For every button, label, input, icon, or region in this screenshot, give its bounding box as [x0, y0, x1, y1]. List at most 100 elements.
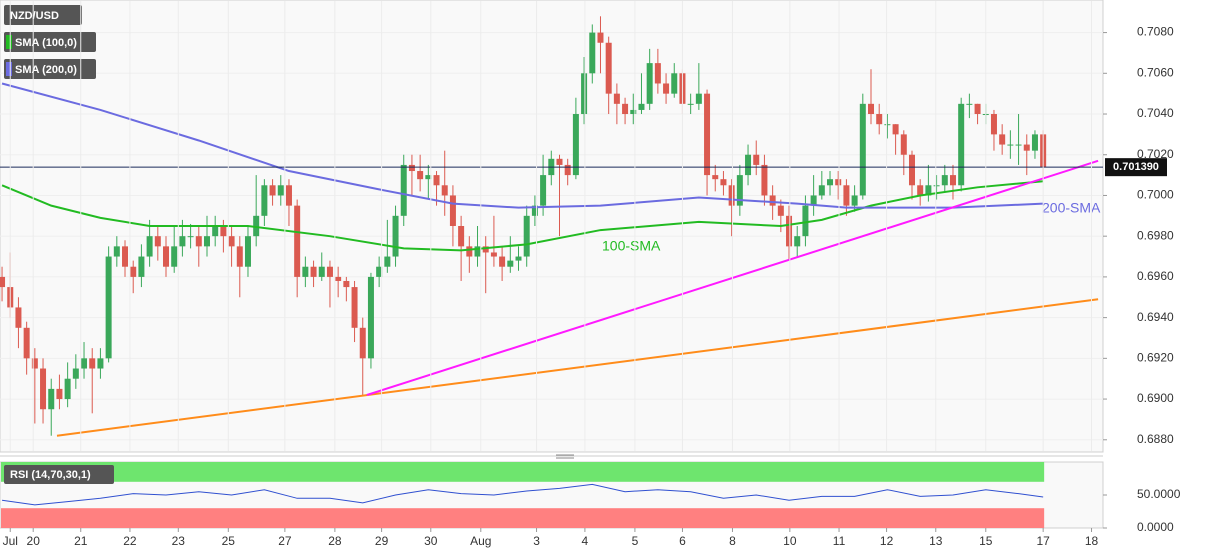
candle-body: [367, 276, 374, 359]
candle-body: [818, 185, 825, 196]
y-tick-label: 0.7040: [1137, 106, 1174, 120]
candle-body: [581, 73, 588, 115]
candle-body: [195, 236, 202, 247]
y-tick-label: 0.0000: [1137, 520, 1174, 534]
candle-body: [531, 205, 538, 216]
sma-line: [1, 180, 1044, 252]
candle-body: [64, 378, 71, 400]
candle-body: [605, 42, 612, 94]
candle-body: [310, 266, 317, 277]
candle-body: [343, 280, 350, 288]
rsi-title: RSI (14,70,30,1): [10, 469, 91, 481]
legend-box: [4, 5, 82, 25]
candle-body: [449, 195, 456, 226]
sma-line: [1, 82, 1044, 209]
x-tick-label: 6: [679, 534, 686, 548]
legend-swatch: [6, 62, 12, 76]
candle-body: [236, 246, 243, 267]
candle-body: [441, 185, 448, 196]
candle-body: [335, 276, 342, 281]
x-tick-label: 5: [632, 534, 639, 548]
candle-body: [654, 63, 661, 84]
x-tick-label: 30: [424, 534, 438, 548]
y-tick-label: 0.6980: [1137, 228, 1174, 242]
y-tick-label: 0.7080: [1137, 25, 1174, 39]
candle-body: [515, 256, 522, 261]
x-tick-label: 22: [123, 534, 137, 548]
candle-body: [351, 287, 358, 328]
candle-body: [171, 246, 178, 267]
candle-body: [318, 266, 325, 277]
candle-body: [433, 175, 440, 186]
x-tick-label: 17: [1036, 534, 1050, 548]
y-tick-label: 0.6960: [1137, 269, 1174, 283]
candle-body: [835, 179, 842, 186]
candle-body: [56, 388, 63, 400]
candle-body: [622, 103, 629, 115]
candle-body: [949, 175, 956, 186]
candle-body: [187, 236, 194, 238]
candle-body: [704, 93, 711, 176]
candle-body: [540, 175, 547, 206]
candle-body: [597, 32, 604, 43]
x-tick-label: 10: [783, 534, 797, 548]
candle-body: [884, 124, 891, 126]
y-tick-label: 0.7000: [1137, 188, 1174, 202]
candle-body: [613, 93, 620, 104]
candle-body: [671, 73, 678, 94]
legend-label: NZD/USD: [10, 10, 59, 22]
candle-body: [630, 109, 637, 115]
candle-body: [154, 236, 161, 247]
candle-body: [720, 179, 727, 186]
x-tick-label: 12: [880, 534, 894, 548]
candle-body: [302, 266, 309, 277]
candle-body: [802, 205, 809, 237]
candle-body: [72, 368, 79, 379]
candle-body: [695, 93, 702, 104]
candle-body: [663, 83, 670, 94]
candle-body: [523, 215, 530, 257]
candle-body: [572, 114, 579, 176]
candle-body: [876, 114, 883, 125]
candle-body: [974, 103, 981, 115]
y-tick-label: 0.6920: [1137, 351, 1174, 365]
legend-label: SMA (100,0): [15, 37, 77, 49]
candle-body: [1007, 144, 1014, 146]
candle-body: [638, 103, 645, 110]
x-tick-label: 11: [833, 534, 846, 548]
x-tick-label: 20: [27, 534, 41, 548]
x-tick-label: 23: [172, 534, 186, 548]
candle-body: [908, 154, 915, 186]
candle-body: [294, 205, 301, 277]
candle-body: [999, 134, 1006, 145]
candle-body: [458, 226, 465, 247]
candle-body: [105, 256, 112, 359]
candle-body: [728, 185, 735, 206]
sma-annotation: 100-SMA: [602, 238, 661, 254]
candle-body: [892, 124, 899, 135]
candle-body: [113, 246, 120, 257]
rsi-line: [1, 483, 1044, 506]
last-price-box: [1105, 158, 1167, 177]
candle-body: [843, 185, 850, 206]
candle-body: [736, 175, 743, 206]
x-tick-label: 4: [582, 534, 589, 548]
candle-body: [130, 266, 137, 277]
x-tick-label: 25: [222, 534, 236, 548]
legend-box: [4, 465, 114, 484]
candle-body: [212, 226, 219, 237]
candle-body: [933, 185, 940, 187]
legend-box: [4, 59, 96, 79]
candle-body: [941, 175, 948, 186]
legend-label: SMA (200,0): [15, 64, 77, 76]
candle-body: [15, 307, 22, 328]
candle-body: [589, 32, 596, 74]
candle-body: [499, 256, 506, 267]
candle-body: [966, 103, 973, 105]
y-tick-label: 0.6940: [1137, 310, 1174, 324]
last-price-label: 0.701390: [1113, 161, 1159, 173]
candle-body: [958, 103, 965, 186]
legend-swatch: [6, 35, 12, 49]
candle-body: [244, 236, 251, 267]
candle-body: [228, 236, 235, 247]
